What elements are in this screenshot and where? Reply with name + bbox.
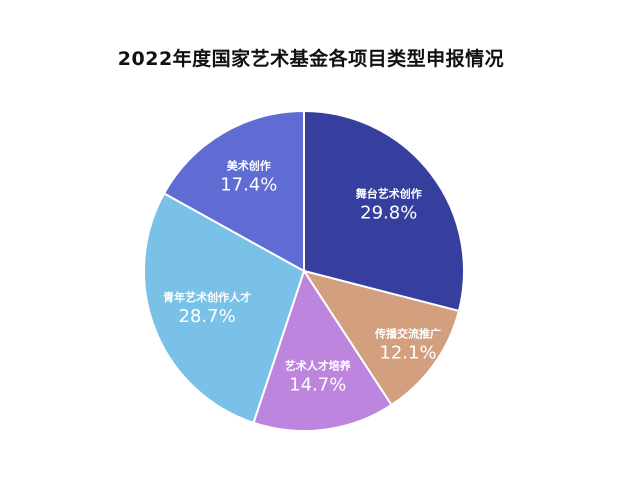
slice-value-label: 12.1% — [379, 343, 436, 364]
pie-slice — [252, 268, 393, 432]
pie-slice — [143, 192, 306, 425]
slice-value-label: 14.7% — [289, 374, 346, 395]
pie-slice — [301, 269, 461, 407]
slice-value-label: 17.4% — [220, 174, 277, 195]
slice-name-label: 舞台艺术创作 — [356, 186, 422, 200]
chart-title: 2022年度国家艺术基金各项目类型申报情况 — [117, 48, 505, 70]
pie-slice — [303, 109, 465, 313]
slice-name-label: 艺术人才培养 — [285, 358, 352, 372]
slice-name-label: 美术创作 — [227, 158, 271, 172]
slice-name-label: 青年艺术创作人才 — [163, 290, 251, 304]
slice-name-label: 传播交流推广 — [374, 327, 441, 341]
slice-value-label: 29.8% — [360, 202, 417, 223]
pie-slice — [162, 109, 305, 273]
slice-value-label: 28.7% — [179, 306, 236, 327]
